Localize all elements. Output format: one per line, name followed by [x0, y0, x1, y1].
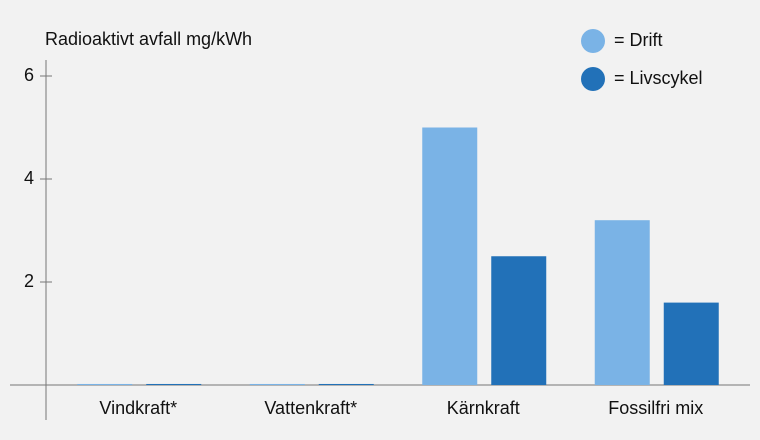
legend-label: = Drift	[614, 30, 663, 50]
legend-swatch	[581, 29, 605, 53]
bar	[249, 383, 305, 385]
y-tick-label: 2	[24, 271, 34, 291]
bar	[146, 383, 202, 385]
x-tick-label: Fossilfri mix	[608, 398, 703, 418]
y-tick-label: 6	[24, 65, 34, 85]
bar	[77, 383, 133, 385]
bar	[422, 127, 478, 385]
x-tick-label: Vindkraft*	[99, 398, 177, 418]
bar	[663, 302, 719, 385]
y-tick-label: 4	[24, 168, 34, 188]
legend-swatch	[581, 67, 605, 91]
legend-label: = Livscykel	[614, 68, 703, 88]
bar	[318, 383, 374, 385]
bar	[594, 220, 650, 385]
chart-title: Radioaktivt avfall mg/kWh	[45, 29, 252, 49]
bar	[491, 256, 547, 385]
x-tick-label: Kärnkraft	[447, 398, 520, 418]
x-tick-label: Vattenkraft*	[264, 398, 357, 418]
